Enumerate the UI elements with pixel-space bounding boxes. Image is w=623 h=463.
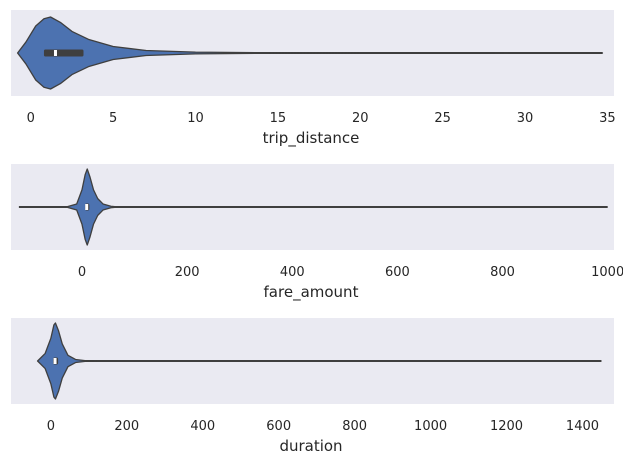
x-tick-label: 25	[434, 111, 451, 126]
violin-panel-duration: 0 200 400 600 800 1000 1200 1400 duration	[11, 318, 614, 455]
violin-body	[36, 322, 98, 400]
x-tick-label: 0	[27, 111, 35, 126]
x-axis-label-trip-distance: trip_distance	[263, 129, 360, 148]
x-axis-label-fare-amount: fare_amount	[264, 283, 359, 302]
x-tick-label: 200	[114, 419, 139, 434]
x-tick-label: 1200	[490, 419, 523, 434]
violin-body	[16, 16, 604, 90]
x-tick-label: 400	[280, 265, 305, 280]
violin-1	[16, 16, 604, 90]
violin-body	[65, 168, 120, 246]
iqr-box	[43, 49, 84, 57]
x-tick-label: 600	[385, 265, 410, 280]
x-tick-label: 800	[342, 419, 367, 434]
x-tick-label: 5	[109, 111, 117, 126]
x-ticks-1: 0 5 10 15 20 25 30 35	[27, 111, 616, 126]
median-marker	[53, 358, 57, 364]
violin-2	[18, 168, 608, 246]
violin-panel-trip-distance: 0 5 10 15 20 25 30 35 trip_distance	[11, 10, 616, 148]
x-tick-label: 20	[352, 111, 369, 126]
x-ticks-2: 0 200 400 600 800 1000	[78, 265, 623, 280]
x-tick-label: 30	[517, 111, 534, 126]
x-tick-label: 1400	[566, 419, 599, 434]
x-tick-label: 200	[175, 265, 200, 280]
median-marker	[53, 50, 57, 56]
violin-3	[36, 322, 602, 400]
x-tick-label: 600	[266, 419, 291, 434]
x-tick-label: 400	[190, 419, 215, 434]
x-tick-label: 35	[599, 111, 616, 126]
median-marker	[85, 204, 89, 210]
x-tick-label: 15	[270, 111, 287, 126]
violin-panel-fare-amount: 0 200 400 600 800 1000 fare_amount	[11, 164, 623, 302]
x-ticks-3: 0 200 400 600 800 1000 1200 1400	[47, 419, 599, 434]
x-tick-label: 10	[187, 111, 204, 126]
x-axis-label-duration: duration	[279, 437, 342, 455]
x-tick-label: 0	[78, 265, 86, 280]
x-tick-label: 0	[47, 419, 55, 434]
x-tick-label: 1000	[591, 265, 623, 280]
x-tick-label: 800	[490, 265, 515, 280]
x-tick-label: 1000	[414, 419, 447, 434]
